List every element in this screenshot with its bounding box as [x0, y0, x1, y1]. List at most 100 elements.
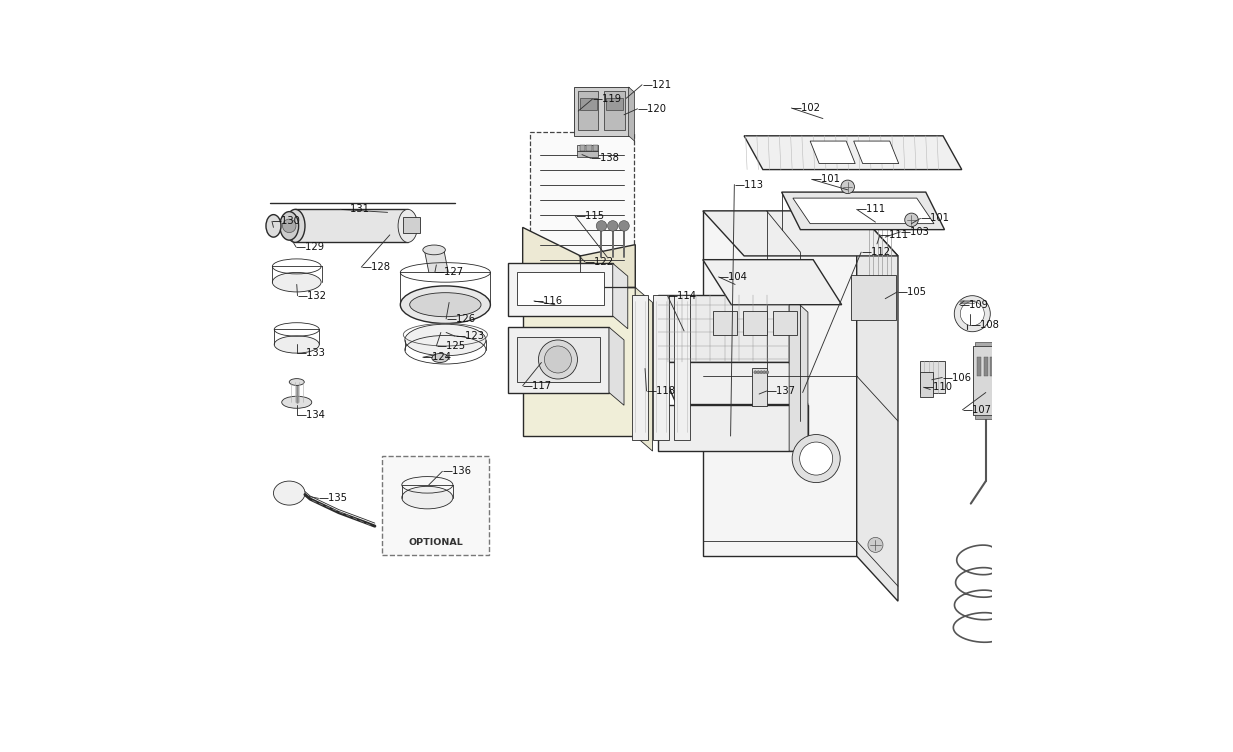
Text: —136: —136 — [443, 466, 471, 476]
Polygon shape — [580, 99, 597, 110]
Text: —102: —102 — [792, 103, 820, 113]
Polygon shape — [523, 227, 581, 287]
Circle shape — [753, 371, 757, 374]
Circle shape — [841, 180, 854, 193]
Ellipse shape — [404, 324, 486, 356]
Polygon shape — [575, 87, 629, 136]
Text: —107: —107 — [963, 405, 991, 415]
Text: —116: —116 — [534, 296, 563, 306]
Text: —110: —110 — [924, 382, 953, 393]
Text: —138: —138 — [591, 153, 620, 163]
Bar — [742, 311, 767, 335]
Bar — [773, 311, 797, 335]
Circle shape — [763, 371, 766, 374]
Text: —117: —117 — [523, 381, 552, 391]
Ellipse shape — [280, 211, 298, 240]
Circle shape — [597, 220, 607, 231]
Bar — [713, 311, 736, 335]
Circle shape — [961, 302, 984, 326]
Text: —123: —123 — [455, 331, 485, 341]
Polygon shape — [743, 136, 962, 170]
Polygon shape — [605, 99, 623, 110]
Text: —111: —111 — [880, 230, 909, 240]
Text: —109: —109 — [959, 300, 989, 310]
Ellipse shape — [290, 378, 305, 385]
Text: —114: —114 — [667, 291, 697, 301]
Polygon shape — [975, 342, 995, 346]
Polygon shape — [518, 272, 604, 305]
Circle shape — [757, 371, 760, 374]
Circle shape — [905, 213, 919, 226]
Ellipse shape — [423, 245, 445, 255]
Polygon shape — [657, 405, 808, 451]
Polygon shape — [703, 211, 898, 256]
Polygon shape — [403, 217, 420, 233]
Text: —135: —135 — [318, 493, 348, 503]
Circle shape — [766, 371, 769, 374]
Polygon shape — [673, 295, 690, 440]
Circle shape — [868, 538, 883, 553]
Text: —104: —104 — [719, 272, 747, 282]
Text: —113: —113 — [735, 180, 763, 190]
Circle shape — [282, 219, 296, 232]
Ellipse shape — [266, 214, 281, 237]
Text: —130: —130 — [272, 217, 301, 226]
Bar — [977, 357, 981, 376]
Polygon shape — [810, 141, 856, 164]
Polygon shape — [703, 259, 842, 305]
Polygon shape — [703, 211, 857, 556]
Text: —128: —128 — [361, 262, 391, 272]
Text: —121: —121 — [642, 80, 671, 89]
Polygon shape — [921, 361, 946, 393]
Text: —103: —103 — [900, 227, 930, 237]
Text: —132: —132 — [297, 291, 327, 301]
Polygon shape — [609, 327, 624, 405]
Polygon shape — [424, 250, 449, 272]
Text: —137: —137 — [767, 386, 795, 396]
Ellipse shape — [286, 209, 305, 242]
Bar — [530, 132, 634, 286]
Polygon shape — [635, 287, 652, 451]
Polygon shape — [580, 145, 584, 151]
Ellipse shape — [281, 396, 312, 408]
Ellipse shape — [274, 336, 319, 353]
Text: —112: —112 — [861, 247, 890, 257]
Polygon shape — [593, 145, 598, 151]
Ellipse shape — [432, 353, 449, 362]
Polygon shape — [921, 372, 933, 397]
Text: —131: —131 — [340, 205, 369, 214]
Text: —134: —134 — [297, 410, 326, 420]
Polygon shape — [652, 295, 670, 440]
Text: —101: —101 — [811, 174, 841, 184]
Polygon shape — [789, 295, 808, 451]
Circle shape — [545, 346, 571, 373]
Polygon shape — [523, 265, 635, 287]
Polygon shape — [578, 91, 598, 130]
Ellipse shape — [401, 286, 491, 323]
Polygon shape — [631, 295, 649, 440]
Polygon shape — [853, 141, 899, 164]
Bar — [990, 357, 995, 376]
Text: —126: —126 — [446, 314, 475, 324]
Polygon shape — [851, 274, 895, 320]
Text: —108: —108 — [970, 320, 999, 330]
Polygon shape — [657, 362, 808, 405]
FancyBboxPatch shape — [382, 456, 490, 555]
Text: —105: —105 — [898, 287, 926, 297]
Text: —115: —115 — [576, 211, 604, 221]
Polygon shape — [782, 192, 944, 229]
Polygon shape — [518, 337, 600, 382]
Circle shape — [954, 296, 990, 332]
Text: —127: —127 — [435, 268, 464, 277]
Text: OPTIONAL: OPTIONAL — [408, 538, 462, 547]
Circle shape — [800, 442, 832, 475]
Polygon shape — [295, 209, 408, 242]
Ellipse shape — [402, 487, 453, 509]
Polygon shape — [629, 87, 635, 141]
Polygon shape — [752, 368, 767, 406]
Polygon shape — [581, 244, 635, 287]
Polygon shape — [508, 263, 613, 316]
Ellipse shape — [398, 209, 418, 242]
Polygon shape — [577, 151, 598, 157]
Ellipse shape — [272, 272, 321, 292]
